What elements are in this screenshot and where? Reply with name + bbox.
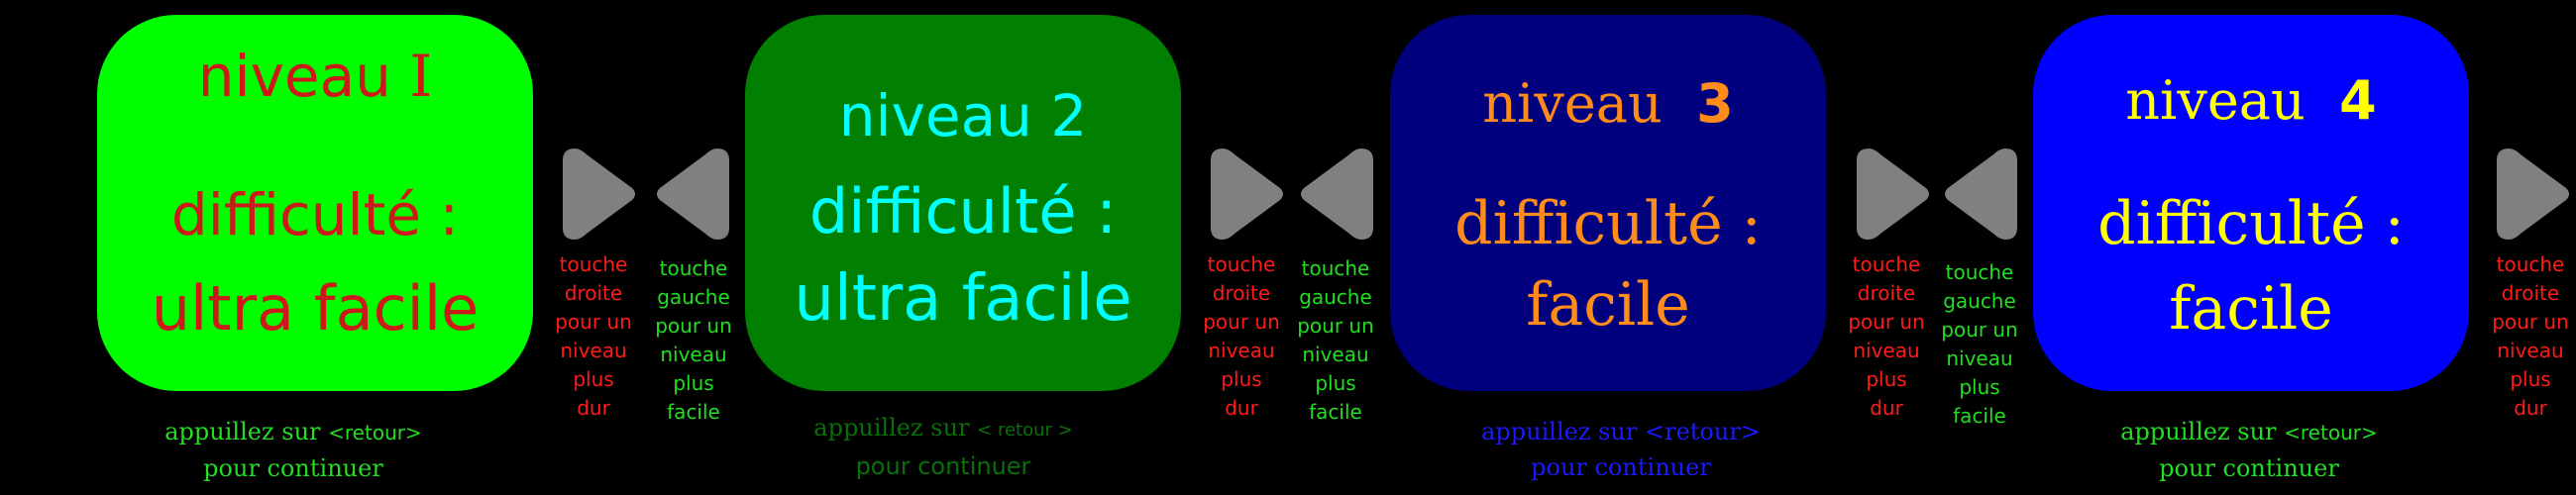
difficulty-label: difficulté : [808, 175, 1118, 248]
difficulty-value: ultra facile [151, 272, 480, 345]
chevron-right-icon [563, 148, 635, 240]
level-title: niveau 4 [2125, 69, 2377, 132]
right-key-note: touche droite pour un niveau plus dur [555, 252, 632, 420]
chevron-left-icon [1301, 148, 1373, 240]
chevron-right-icon [1211, 148, 1283, 240]
difficulty-label: difficulté : [1454, 189, 1762, 258]
prev-level-arrow-4[interactable] [1944, 147, 2019, 242]
difficulty-label: difficulté : [170, 181, 460, 248]
difficulty-value: ultra facile [794, 262, 1132, 336]
continue-hint: appuillez sur <retour> pour continuer [164, 418, 422, 482]
right-key-note: touche droite pour un niveau plus dur [1203, 252, 1280, 420]
chevron-left-icon [1945, 148, 2017, 240]
left-key-note: touche gauche pour un niveau plus facile [655, 256, 732, 424]
next-level-arrow-2[interactable] [1209, 147, 1284, 242]
level-card-3[interactable]: niveau 3 difficulté : facile [1390, 15, 1826, 391]
level-card-2[interactable]: niveau 2 difficulté : ultra facile [745, 15, 1181, 391]
next-level-arrow-4[interactable] [2495, 147, 2570, 242]
continue-hint: appuillez sur <retour> pour continuer [1481, 418, 1761, 481]
level-title: niveau I [197, 43, 433, 110]
chevron-right-icon [1857, 148, 1929, 240]
left-key-note: touche gauche pour un niveau plus facile [1941, 260, 2018, 428]
level-card-4[interactable]: niveau 4 difficulté : facile [2033, 15, 2469, 391]
next-level-arrow-3[interactable] [1855, 147, 1930, 242]
prev-level-arrow-2[interactable] [656, 147, 731, 242]
level-card-1[interactable]: niveau I difficulté : ultra facile [97, 15, 533, 391]
right-key-note: touche droite pour un niveau plus dur [1848, 252, 1925, 420]
continue-hint: appuillez sur < retour > pour continuer [813, 414, 1073, 480]
chevron-right-icon [2497, 148, 2569, 240]
difficulty-value: facile [2169, 274, 2333, 344]
right-key-note: touche droite pour un niveau plus dur [2492, 252, 2569, 420]
difficulty-label: difficulté : [2097, 189, 2405, 258]
prev-level-arrow-3[interactable] [1300, 147, 1375, 242]
level-title: niveau 3 [1482, 72, 1734, 135]
next-level-arrow-1[interactable] [561, 147, 636, 242]
level-title: niveau 2 [838, 82, 1088, 149]
continue-hint: appuillez sur <retour> pour continuer [2120, 418, 2378, 482]
chevron-left-icon [657, 148, 729, 240]
left-key-note: touche gauche pour un niveau plus facile [1297, 256, 1374, 424]
difficulty-value: facile [1526, 270, 1690, 340]
